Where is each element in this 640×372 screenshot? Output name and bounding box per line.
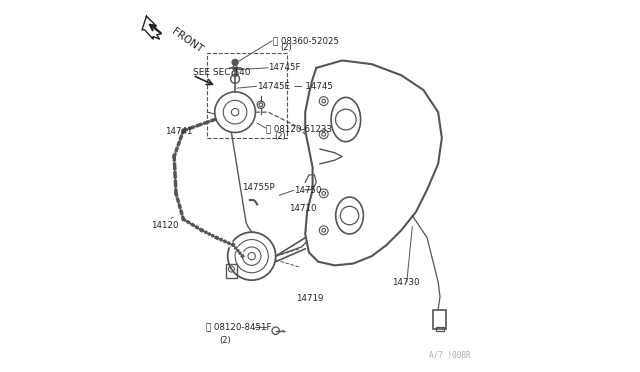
Text: — 14745: — 14745 <box>294 82 333 91</box>
Text: Ⓑ 08120-8451F: Ⓑ 08120-8451F <box>205 323 271 331</box>
Bar <box>436 327 444 331</box>
Text: 14745F: 14745F <box>268 63 301 72</box>
Bar <box>226 263 237 278</box>
Bar <box>433 310 446 329</box>
Text: (2): (2) <box>274 132 285 141</box>
Text: 14120: 14120 <box>151 221 179 230</box>
Text: Ⓑ 08120-61233: Ⓑ 08120-61233 <box>266 124 332 133</box>
Text: 14745E: 14745E <box>257 82 290 91</box>
Text: SEE SEC.140: SEE SEC.140 <box>193 68 251 77</box>
Text: 14719: 14719 <box>296 294 323 303</box>
Text: 14741: 14741 <box>165 127 193 136</box>
Text: (2): (2) <box>220 336 231 345</box>
Text: 14730: 14730 <box>392 278 419 287</box>
Bar <box>207 53 287 138</box>
Text: Ⓢ 08360-52025: Ⓢ 08360-52025 <box>273 36 339 45</box>
Text: 14755P: 14755P <box>243 183 275 192</box>
Circle shape <box>232 60 238 65</box>
Text: (2): (2) <box>280 43 292 52</box>
Text: 14710: 14710 <box>289 204 316 214</box>
Text: FRONT: FRONT <box>170 26 204 54</box>
Text: 14750: 14750 <box>294 186 322 195</box>
Text: A/7 )008R: A/7 )008R <box>429 350 470 360</box>
